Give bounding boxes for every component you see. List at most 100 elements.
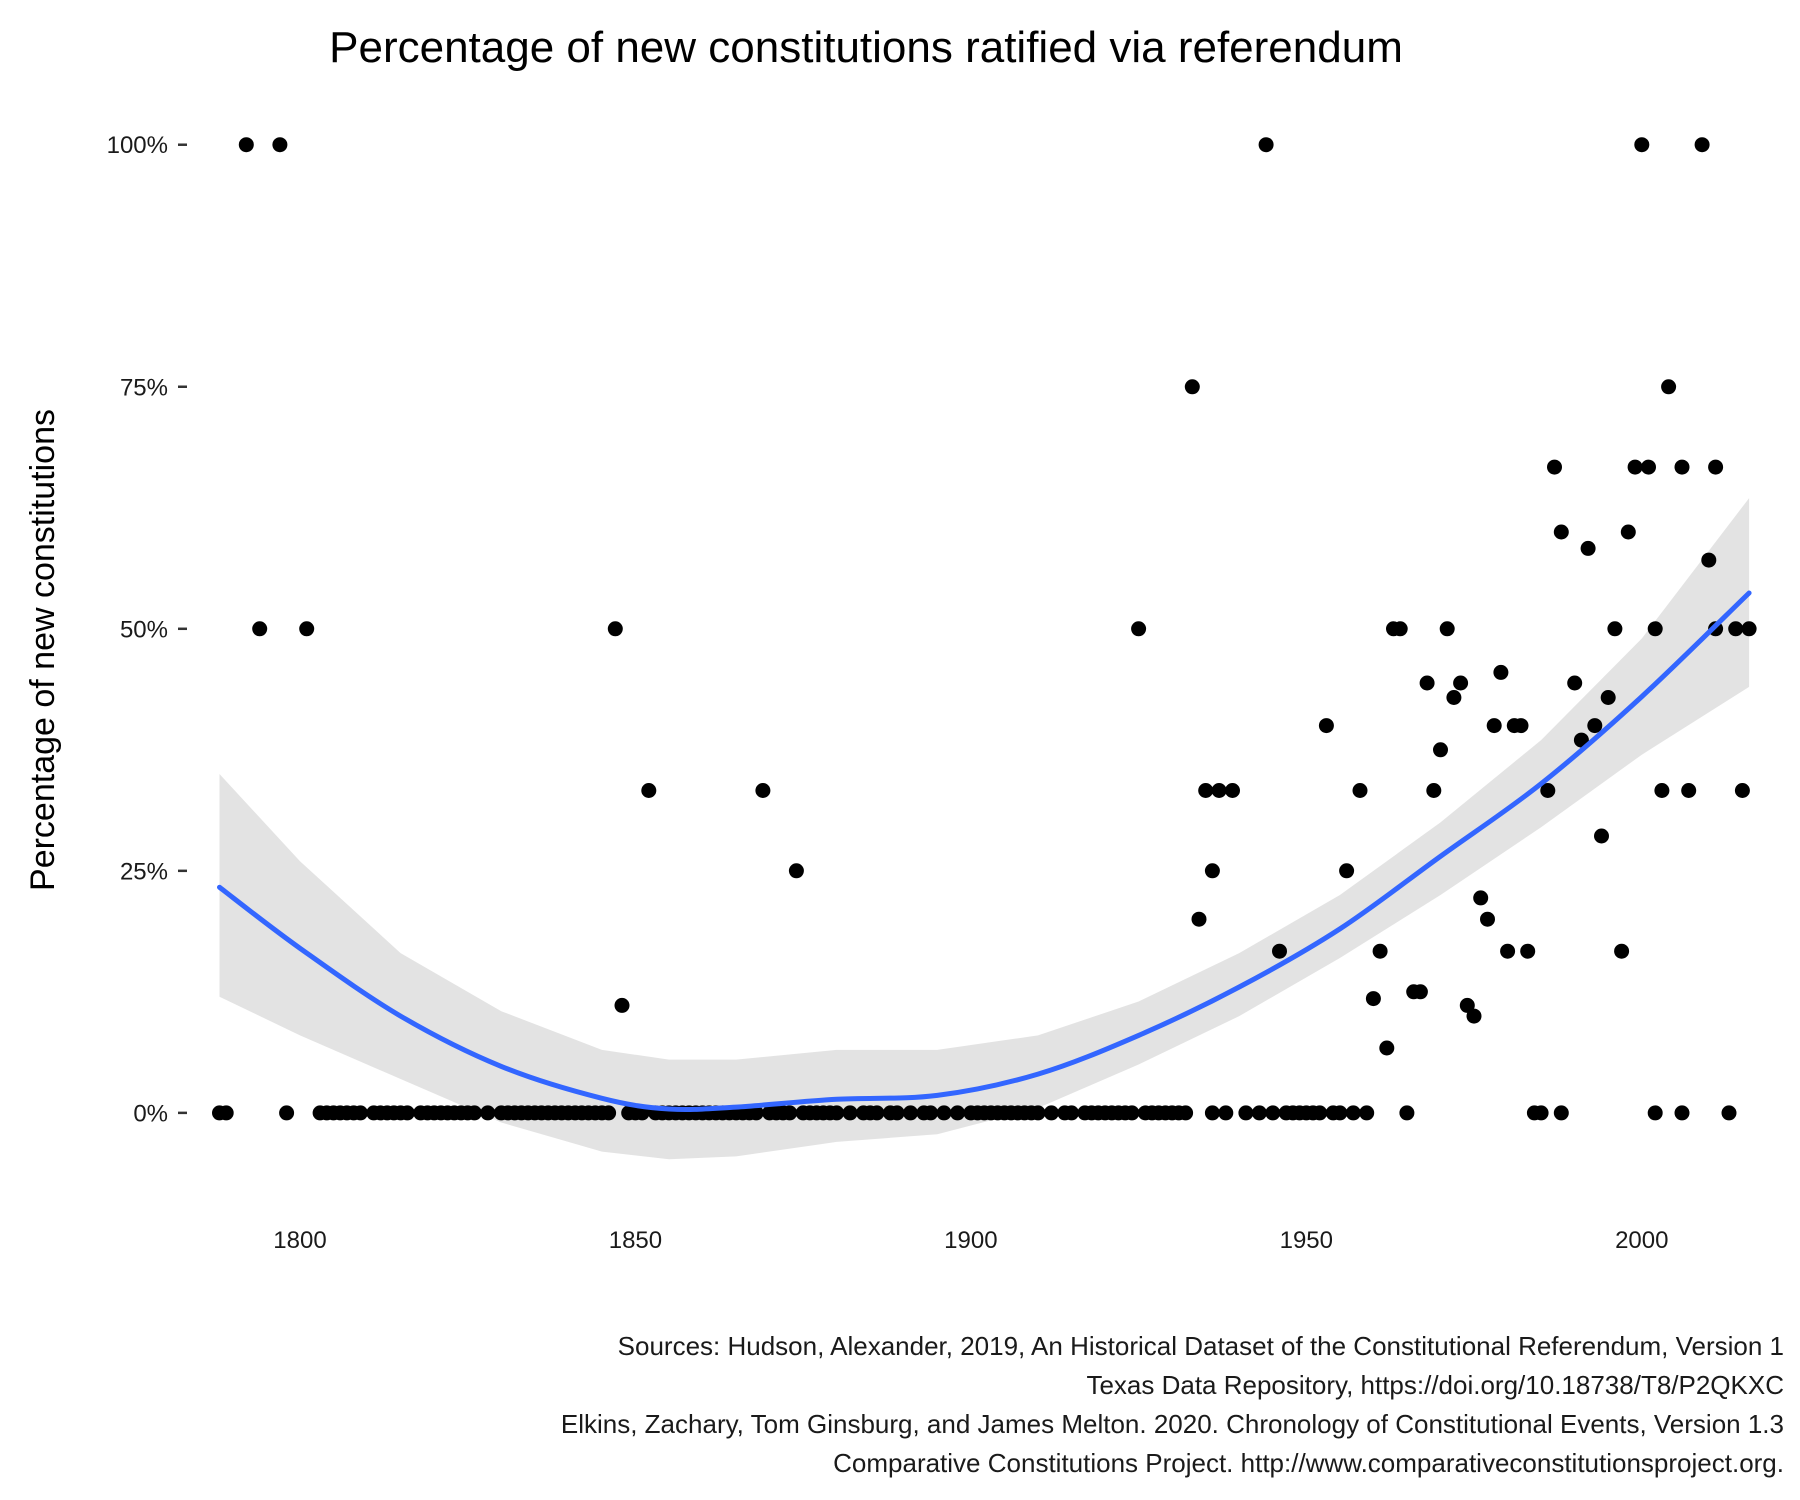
data-point bbox=[1124, 1105, 1140, 1121]
data-point bbox=[1225, 783, 1240, 798]
data-point bbox=[1272, 943, 1287, 959]
data-point bbox=[1674, 459, 1690, 475]
data-point bbox=[1318, 718, 1334, 734]
data-point bbox=[1553, 524, 1569, 540]
confidence-ribbon bbox=[219, 498, 1750, 1160]
data-point bbox=[1594, 828, 1609, 844]
data-point bbox=[1392, 621, 1408, 637]
data-point bbox=[218, 1105, 234, 1121]
data-point bbox=[641, 783, 657, 798]
y-tick-label: 0% bbox=[133, 1100, 168, 1127]
data-point bbox=[480, 1105, 496, 1121]
data-point bbox=[1459, 997, 1475, 1013]
data-point bbox=[1359, 1105, 1375, 1121]
data-point bbox=[1694, 137, 1710, 153]
data-point bbox=[1674, 1105, 1690, 1121]
smooth-line-layer bbox=[217, 590, 1752, 1113]
data-point bbox=[1634, 137, 1650, 153]
data-point bbox=[1218, 1105, 1234, 1121]
data-point bbox=[1547, 459, 1562, 475]
data-point bbox=[1178, 1105, 1194, 1121]
x-tick-label: 1800 bbox=[273, 1227, 326, 1254]
data-point bbox=[1251, 1105, 1267, 1121]
data-point bbox=[601, 1105, 617, 1121]
data-point bbox=[1412, 984, 1428, 1000]
data-point bbox=[238, 137, 254, 153]
data-point bbox=[1332, 1105, 1348, 1121]
data-point bbox=[1587, 718, 1603, 734]
data-point bbox=[1372, 943, 1388, 959]
data-point bbox=[1064, 1105, 1079, 1121]
data-point bbox=[1352, 783, 1368, 798]
data-point bbox=[1439, 621, 1455, 637]
smooth-line bbox=[217, 590, 1752, 1113]
data-point bbox=[1184, 379, 1200, 395]
data-point bbox=[352, 1105, 368, 1121]
data-point bbox=[614, 997, 630, 1013]
data-point bbox=[1567, 675, 1583, 691]
data-point bbox=[1204, 1105, 1220, 1121]
caption-line-3: Elkins, Zachary, Tom Ginsburg, and James… bbox=[561, 1409, 1784, 1439]
data-point bbox=[755, 783, 771, 798]
data-point bbox=[1647, 1105, 1663, 1121]
data-point bbox=[923, 1105, 939, 1121]
data-point bbox=[1312, 1105, 1328, 1121]
data-point bbox=[1708, 459, 1724, 475]
data-point bbox=[1198, 783, 1214, 798]
data-point bbox=[869, 1105, 885, 1121]
data-point bbox=[950, 1105, 965, 1121]
data-point bbox=[1399, 1105, 1415, 1121]
data-point bbox=[1620, 524, 1636, 540]
data-point bbox=[1433, 742, 1448, 758]
data-point bbox=[1533, 1105, 1549, 1121]
data-point bbox=[1426, 783, 1442, 798]
data-point bbox=[607, 621, 623, 637]
data-point bbox=[466, 1105, 482, 1121]
data-point bbox=[1741, 621, 1757, 637]
data-point bbox=[1661, 379, 1677, 395]
data-point bbox=[1238, 1105, 1254, 1121]
data-point bbox=[1641, 459, 1656, 475]
data-point bbox=[1365, 991, 1381, 1007]
data-point bbox=[1211, 783, 1227, 798]
data-point bbox=[829, 1105, 845, 1121]
y-tick-label: 50% bbox=[120, 616, 168, 643]
x-tick-label: 1950 bbox=[1280, 1227, 1333, 1254]
data-point bbox=[1258, 137, 1274, 153]
data-point bbox=[748, 1105, 764, 1121]
caption-line-1: Sources: Hudson, Alexander, 2019, An His… bbox=[618, 1331, 1784, 1361]
y-tick-label: 75% bbox=[120, 374, 168, 401]
data-point bbox=[1473, 890, 1489, 906]
data-point bbox=[1627, 459, 1643, 475]
data-point bbox=[1520, 943, 1536, 959]
data-point bbox=[1345, 1105, 1361, 1121]
data-point bbox=[1647, 621, 1663, 637]
data-point bbox=[1681, 783, 1697, 798]
data-point bbox=[1486, 718, 1502, 734]
data-point bbox=[1043, 1105, 1059, 1121]
data-point bbox=[1453, 675, 1469, 691]
data-point bbox=[782, 1105, 798, 1121]
data-point bbox=[936, 1105, 952, 1121]
data-point bbox=[903, 1105, 918, 1121]
data-point bbox=[1419, 675, 1435, 691]
data-point bbox=[1191, 911, 1207, 927]
data-point bbox=[1500, 943, 1516, 959]
data-point bbox=[1728, 621, 1744, 637]
data-point bbox=[1701, 552, 1717, 568]
x-tick-label: 1900 bbox=[944, 1227, 997, 1254]
data-point bbox=[1379, 1040, 1395, 1056]
points-layer bbox=[212, 137, 1757, 1121]
data-point bbox=[279, 1105, 295, 1121]
data-point bbox=[1493, 664, 1509, 680]
data-point bbox=[1721, 1105, 1737, 1121]
data-point bbox=[1480, 911, 1495, 927]
confidence-ribbon-layer bbox=[219, 498, 1750, 1160]
data-point bbox=[1204, 863, 1220, 879]
data-point bbox=[1580, 540, 1596, 556]
caption-line-4: Comparative Constitutions Project. http:… bbox=[833, 1448, 1784, 1478]
data-point bbox=[1654, 783, 1670, 798]
data-point bbox=[399, 1105, 415, 1121]
x-tick-label: 1850 bbox=[609, 1227, 662, 1254]
